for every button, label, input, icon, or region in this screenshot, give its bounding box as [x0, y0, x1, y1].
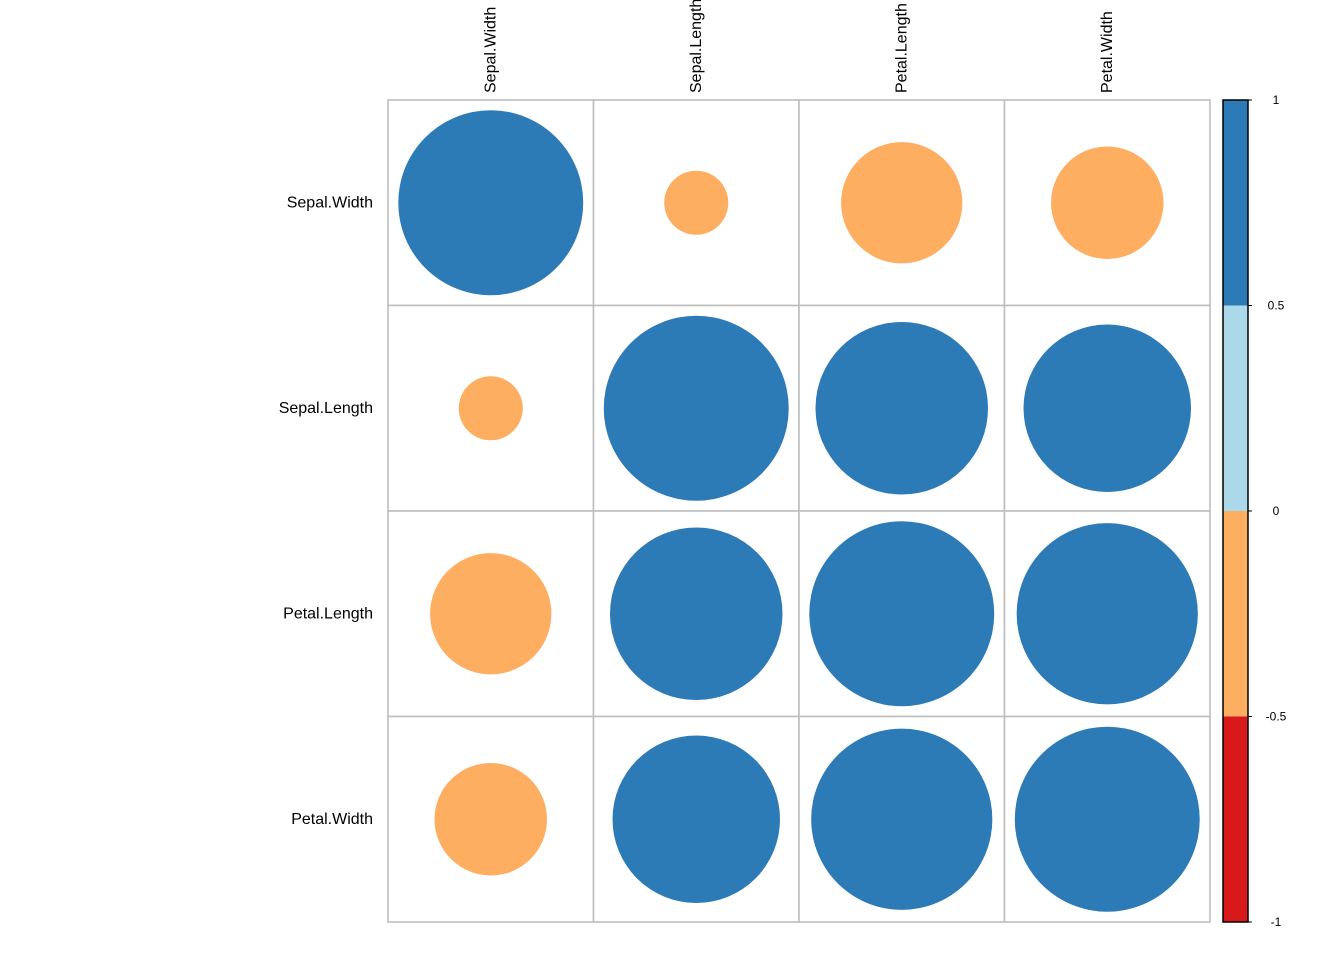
column-label: Petal.Width	[1099, 11, 1116, 93]
legend-color-segment	[1223, 511, 1248, 717]
correlation-circle-Petal.Width-Sepal.Width	[434, 762, 548, 876]
legend-tick-label: 1	[1273, 93, 1280, 107]
row-label: Petal.Width	[291, 811, 373, 828]
legend-tick-label: 0.5	[1268, 299, 1285, 313]
correlation-circle-Sepal.Width-Sepal.Length	[664, 170, 729, 235]
correlation-circle-Sepal.Width-Petal.Width	[1050, 146, 1164, 260]
legend-color-segment	[1223, 305, 1248, 511]
correlation-circle-Petal.Width-Sepal.Length	[612, 735, 780, 903]
row-label: Sepal.Width	[287, 194, 373, 211]
correlation-circles	[398, 110, 1200, 912]
row-label: Petal.Length	[283, 605, 373, 622]
legend-tick-label: -1	[1271, 915, 1282, 929]
correlation-circle-Petal.Width-Petal.Length	[811, 728, 993, 910]
correlation-circle-Sepal.Length-Sepal.Width	[458, 376, 523, 441]
correlation-circle-Sepal.Length-Petal.Length	[815, 321, 989, 495]
color-legend: 1 0.5 0 -0.5 -1	[1222, 93, 1287, 929]
column-label: Sepal.Width	[482, 7, 499, 93]
correlation-circle-Petal.Length-Sepal.Width	[430, 553, 552, 675]
correlation-circle-Sepal.Width-Petal.Length	[841, 142, 963, 264]
row-labels: Sepal.Width Sepal.Length Petal.Length Petal…	[279, 194, 373, 828]
correlation-circle-Petal.Length-Sepal.Length	[609, 527, 783, 701]
correlation-circle-Petal.Width-Petal.Width	[1014, 726, 1200, 912]
legend-tick-label: -0.5	[1266, 710, 1287, 724]
column-labels: Sepal.Width Sepal.Length Petal.Length Petal…	[482, 0, 1116, 93]
legend-color-segment	[1223, 716, 1248, 922]
correlation-circle-Sepal.Length-Sepal.Length	[603, 315, 789, 501]
column-label: Petal.Length	[893, 3, 910, 93]
correlation-circle-Petal.Length-Petal.Width	[1016, 523, 1198, 705]
legend-tick-label: 0	[1273, 504, 1280, 518]
correlation-circle-Sepal.Length-Petal.Width	[1023, 324, 1191, 492]
column-label: Sepal.Length	[688, 0, 705, 93]
correlation-circle-Sepal.Width-Sepal.Width	[398, 110, 584, 296]
correlation-circle-Petal.Length-Petal.Length	[809, 521, 995, 707]
legend-color-segment	[1223, 100, 1248, 306]
row-label: Sepal.Length	[279, 400, 373, 417]
